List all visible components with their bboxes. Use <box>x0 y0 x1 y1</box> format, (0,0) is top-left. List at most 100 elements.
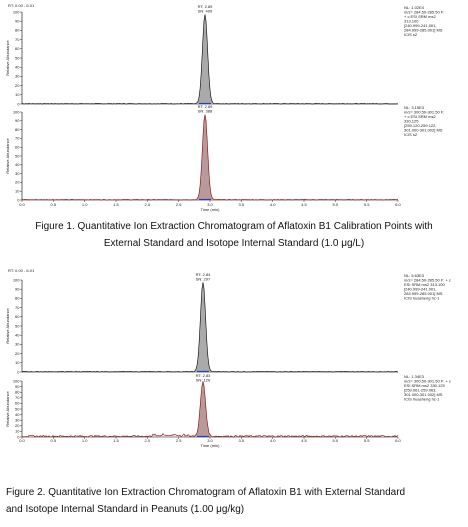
peak-label: RT: 2.89 <box>198 104 214 109</box>
trace-info: + c ESI SRM ms2 <box>404 14 436 19</box>
y-tick-label: 20 <box>15 180 20 185</box>
x-tick-label: 3.0 <box>207 202 213 207</box>
peak-fill <box>191 381 215 437</box>
x-tick-label: 2.5 <box>176 438 182 443</box>
y-tick-label: 60 <box>15 145 20 150</box>
trace-info: ESI SRM ms2 313.100 <box>404 282 445 287</box>
peak-fill <box>191 282 215 372</box>
y-tick-label: 30 <box>15 342 20 347</box>
x-tick-label: 1.0 <box>82 438 88 443</box>
x-tick-label: 3.5 <box>239 438 245 443</box>
x-tick-label: 0.5 <box>51 202 57 207</box>
y-tick-label: 80 <box>15 127 20 132</box>
y-axis-label: Relative Abundance <box>5 390 10 426</box>
x-tick-label: 0.0 <box>19 438 25 443</box>
peak-label: SN: 409 <box>198 9 213 14</box>
trace-info: NL: 3.15E3 <box>404 105 425 110</box>
x-tick-label: 1.5 <box>113 438 119 443</box>
x-tick-label: 4.0 <box>270 202 276 207</box>
y-tick-label: 60 <box>15 401 20 406</box>
x-tick-label: 0.0 <box>19 202 25 207</box>
y-tick-label: 20 <box>15 351 20 356</box>
x-tick-label: 2.0 <box>145 202 151 207</box>
trace-info: ICIS s2 <box>404 32 418 37</box>
y-tick-label: 70 <box>15 305 20 310</box>
x-tick-label: 5.0 <box>333 202 339 207</box>
trace-info: [240.999-241.001, <box>404 287 436 292</box>
x-tick-label: 2.5 <box>176 202 182 207</box>
y-tick-label: 100 <box>13 109 20 114</box>
y-tick-label: 0 <box>17 369 20 374</box>
figure-caption: External Standard and Isotope Internal S… <box>104 238 364 249</box>
trace-info: m/z= 284.50-285.50 F: <box>404 10 444 15</box>
y-tick-label: 40 <box>15 162 20 167</box>
trace-info: NL: 5.63E3 <box>404 273 425 278</box>
peak-label: RT: 2.84 <box>196 272 212 277</box>
y-tick-label: 90 <box>15 287 20 292</box>
y-tick-label: 100 <box>13 277 20 282</box>
peak-label: RT: 2.83 <box>196 373 212 378</box>
peak-label: SN: 126 <box>196 378 211 383</box>
x-tick-label: 1.5 <box>113 202 119 207</box>
trace-info: NL: 1.02E4 <box>404 5 425 10</box>
y-tick-label: 90 <box>15 384 20 389</box>
peak-label: SN: 297 <box>196 277 211 282</box>
y-tick-label: 30 <box>15 74 20 79</box>
trace-info: [259.120-259.122, <box>404 123 436 128</box>
y-axis-label: Relative Abundance <box>5 137 10 173</box>
trace-info: [259.061-259.063, <box>404 388 436 393</box>
y-tick-label: 90 <box>15 19 20 24</box>
x-axis-label: Time (min) <box>201 443 221 448</box>
y-axis-label: Relative Abundance <box>5 307 10 343</box>
x-tick-label: 4.5 <box>301 438 307 443</box>
y-tick-label: 100 <box>13 9 20 14</box>
peak-fill <box>193 114 217 200</box>
y-tick-label: 80 <box>15 390 20 395</box>
y-tick-label: 40 <box>15 65 20 70</box>
trace-info: m/z= 284.50-285.50 F: + c <box>404 278 451 283</box>
y-tick-label: 100 <box>13 378 20 383</box>
trace-info: 330.125 <box>404 119 419 124</box>
y-tick-label: 50 <box>15 323 20 328</box>
trace-info: m/z= 300.50-301.50 F: + c <box>404 379 451 384</box>
y-tick-label: 90 <box>15 118 20 123</box>
trace <box>21 14 399 105</box>
range-label: RT: 0.00 - 6.01 <box>8 268 35 273</box>
x-tick-label: 0.5 <box>51 438 57 443</box>
x-tick-label: 5.5 <box>364 438 370 443</box>
trace <box>21 381 399 438</box>
trace <box>21 114 399 201</box>
y-tick-label: 50 <box>15 153 20 158</box>
y-tick-label: 70 <box>15 395 20 400</box>
trace-info: ESI SRM ms2 330.125 <box>404 383 445 388</box>
y-tick-label: 30 <box>15 171 20 176</box>
y-tick-label: 10 <box>15 189 20 194</box>
trace-info: 284.999-285.001] MS <box>404 28 443 33</box>
trace-info: NL: 1.34E3 <box>404 374 425 379</box>
x-tick-label: 6.0 <box>395 438 401 443</box>
trace-info: + c ESI SRM ms2 <box>404 114 436 119</box>
y-tick-label: 10 <box>15 360 20 365</box>
trace-info: m/z= 300.50-301.50 F: <box>404 110 444 115</box>
x-tick-label: 4.5 <box>301 202 307 207</box>
range-label: RT: 0.00 - 6.01 <box>8 3 35 8</box>
x-axis-label: Time (min) <box>201 207 221 212</box>
peak-label: SN: 388 <box>198 109 213 114</box>
x-tick-label: 4.0 <box>270 438 276 443</box>
x-tick-label: 3.0 <box>207 438 213 443</box>
y-tick-label: 0 <box>17 434 20 439</box>
trace <box>21 282 399 373</box>
trace-info: ICIS huasheng hz-1 <box>404 397 440 402</box>
y-tick-label: 80 <box>15 296 20 301</box>
trace-info: 301.000-301.002] MS <box>404 128 443 133</box>
y-tick-label: 70 <box>15 136 20 141</box>
x-tick-label: 1.0 <box>82 202 88 207</box>
y-tick-label: 0 <box>17 197 20 202</box>
trace-info: 301.000-301.002] MS <box>404 392 443 397</box>
peak-label: RT: 2.89 <box>198 4 214 9</box>
trace-info: ICIS huasheng hz-1 <box>404 296 440 301</box>
x-tick-label: 5.5 <box>364 202 370 207</box>
y-tick-label: 70 <box>15 37 20 42</box>
x-tick-label: 2.0 <box>145 438 151 443</box>
